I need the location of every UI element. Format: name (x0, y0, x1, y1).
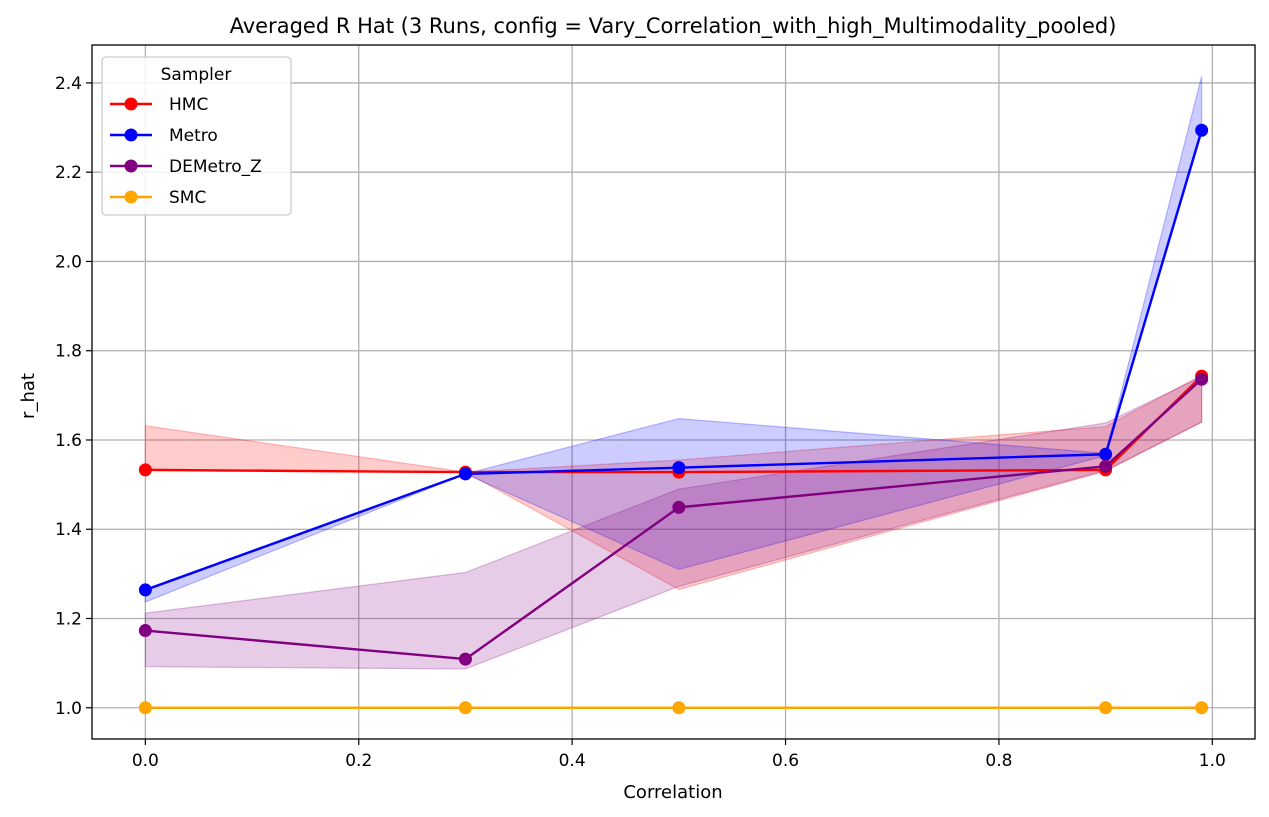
point-smc (138, 701, 152, 715)
legend-entry-smc: SMC (110, 188, 206, 208)
legend-label-metro: Metro (169, 126, 218, 146)
x-axis-label: Correlation (623, 782, 722, 803)
y-tick-label: 2.2 (55, 163, 82, 183)
point-demetro-z (1099, 459, 1113, 473)
point-smc (1195, 701, 1209, 715)
legend-entries: HMC Metro DEMetro_Z SMC (110, 95, 262, 208)
y-tick-label: 1.6 (55, 431, 82, 451)
plot-frame (91, 44, 1256, 740)
legend: Sampler HMC Metro DEMetro_Z SMC (101, 56, 292, 216)
axis-ticks: 0.0 0.2 0.4 0.6 0.8 1.0 1.0 1.2 1.4 1.6 1.8 2.0 2.2 2… (55, 74, 1226, 771)
point-demetro-z (1195, 372, 1209, 386)
y-tick-label: 1.8 (55, 342, 82, 362)
series-markers (138, 123, 1209, 715)
legend-label-smc: SMC (169, 188, 206, 208)
point-hmc (138, 463, 152, 477)
point-demetro-z (458, 652, 472, 666)
point-metro (1099, 447, 1113, 461)
x-tick-label: 0.6 (772, 751, 799, 771)
legend-label-hmc: HMC (169, 95, 208, 115)
legend-marker-hmc (124, 97, 138, 111)
y-tick-label: 1.0 (55, 699, 82, 719)
x-tick-label: 0.0 (132, 751, 159, 771)
point-metro (138, 583, 152, 597)
legend-marker-metro (124, 128, 138, 142)
y-tick-label: 2.4 (55, 74, 82, 94)
legend-marker-demetro-z (124, 159, 138, 173)
y-tick-label: 2.0 (55, 252, 82, 272)
band-demetro-z (144, 375, 1203, 670)
x-tick-label: 1.0 (1199, 751, 1226, 771)
legend-box (101, 56, 292, 216)
x-tick-label: 0.2 (345, 751, 372, 771)
legend-marker-smc (124, 190, 138, 204)
point-smc (1099, 701, 1113, 715)
x-tick-label: 0.4 (559, 751, 586, 771)
x-tick-label: 0.8 (985, 751, 1012, 771)
point-smc (672, 701, 686, 715)
y-tick-label: 1.2 (55, 609, 82, 629)
chart-title: Averaged R Hat (3 Runs, config = Vary_Co… (230, 14, 1117, 39)
legend-title: Sampler (161, 65, 232, 85)
point-metro (458, 467, 472, 481)
point-smc (458, 701, 472, 715)
point-metro (672, 461, 686, 475)
legend-entry-metro: Metro (110, 126, 218, 146)
y-tick-label: 1.4 (55, 520, 82, 540)
legend-entry-demetro-z: DEMetro_Z (110, 157, 262, 177)
point-demetro-z (138, 624, 152, 638)
legend-entry-hmc: HMC (110, 95, 208, 115)
y-axis-label: r_hat (18, 373, 39, 419)
point-metro (1195, 123, 1209, 137)
legend-label-demetro-z: DEMetro_Z (169, 157, 262, 177)
grid (92, 45, 1255, 739)
point-demetro-z (672, 500, 686, 514)
